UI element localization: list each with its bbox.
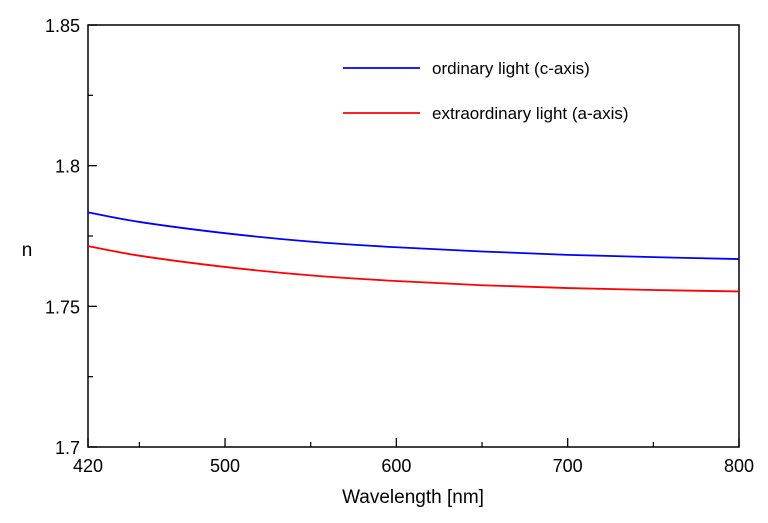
- y-tick-label: 1.7: [55, 438, 80, 458]
- x-tick-label: 600: [381, 456, 411, 476]
- series-line-1: [87, 245, 740, 293]
- x-tick-label: 800: [724, 456, 754, 476]
- x-tick-label: 500: [210, 456, 240, 476]
- legend-label-0: ordinary light (c-axis): [432, 59, 590, 78]
- y-tick-label: 1.8: [55, 157, 80, 177]
- y-tick-label: 1.75: [45, 297, 80, 317]
- y-tick-label: 1.85: [45, 16, 80, 36]
- legend-label-1: extraordinary light (a-axis): [432, 104, 629, 123]
- x-tick-label: 420: [73, 456, 103, 476]
- x-axis-label: Wavelength [nm]: [342, 487, 484, 508]
- series-line-0: [87, 211, 740, 260]
- x-tick-label: 700: [553, 456, 583, 476]
- plot-frame: [87, 24, 740, 448]
- y-axis-label: n: [22, 240, 33, 261]
